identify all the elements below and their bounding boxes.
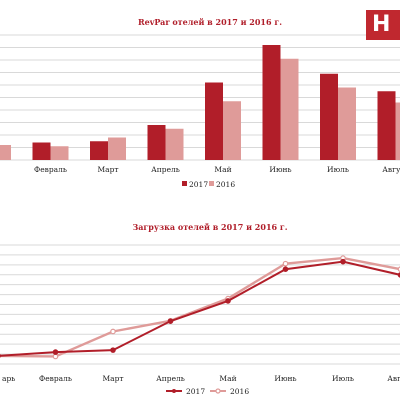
bar-2016	[108, 137, 126, 160]
revpar-chart-title: RevPar отелей в 2017 и 2016 г.	[138, 17, 282, 27]
bar-2017	[32, 142, 51, 160]
bar-x-tick-label: Апрель	[151, 165, 180, 174]
legend-label-2017: 2017	[186, 387, 205, 396]
bar-2016	[280, 58, 299, 160]
line-x-tick-label: Июнь	[274, 374, 296, 383]
line-x-tick-label: Август	[387, 374, 400, 383]
line-point-2017	[225, 298, 231, 304]
occupancy-chart-title: Загрузка отелей в 2017 и 2016 г.	[132, 222, 287, 232]
line-series-2016	[0, 256, 400, 358]
legend-swatch-2017	[182, 181, 187, 186]
bar-x-tick-label: Февраль	[34, 165, 67, 174]
line-point-2017	[52, 349, 59, 355]
line-point-2016	[282, 260, 289, 267]
bar-x-tick-label: Август	[382, 165, 400, 174]
line-x-tick-label: Май	[219, 374, 236, 383]
legend-marker-2016	[215, 388, 221, 394]
line-point-2017	[167, 318, 174, 324]
line-x-tick-label: Февраль	[39, 374, 72, 383]
bar-2017	[262, 45, 281, 160]
line-point-2017	[110, 347, 116, 353]
bar-2017	[90, 141, 108, 160]
bar-2016	[338, 87, 356, 160]
bar-x-tick-label: Июнь	[269, 165, 291, 174]
bar-x-tick-label: Март	[97, 165, 118, 174]
line-point-2017	[282, 266, 289, 272]
bar-x-tick-label: Май	[214, 165, 231, 174]
bar-2017	[320, 73, 338, 160]
line-x-tick-label: Июль	[332, 374, 354, 383]
line-x-tick-label: Март	[102, 374, 123, 383]
line-x-tick-label: Апрель	[156, 374, 185, 383]
bar-2017	[147, 125, 166, 160]
bar-x-tick-label: Июль	[327, 165, 349, 174]
bar-2016	[0, 145, 11, 160]
brand-logo: H	[366, 10, 400, 40]
line-x-tick-label: арь	[2, 374, 15, 383]
bar-2017	[205, 82, 223, 160]
legend-label-2016: 2016	[216, 180, 235, 189]
legend-label-2016: 2016	[230, 387, 249, 396]
legend-marker-2017	[172, 389, 176, 393]
line-point-2017	[340, 258, 346, 265]
bar-2017	[377, 91, 396, 160]
bar-2016	[395, 102, 400, 160]
bar-2016	[165, 128, 184, 160]
legend-label-2017: 2017	[189, 180, 208, 189]
line-point-2016	[52, 353, 59, 360]
bar-2016	[223, 101, 241, 160]
line-point-2016	[110, 328, 116, 335]
legend-swatch-2016	[209, 181, 214, 186]
bar-2016	[50, 146, 69, 160]
